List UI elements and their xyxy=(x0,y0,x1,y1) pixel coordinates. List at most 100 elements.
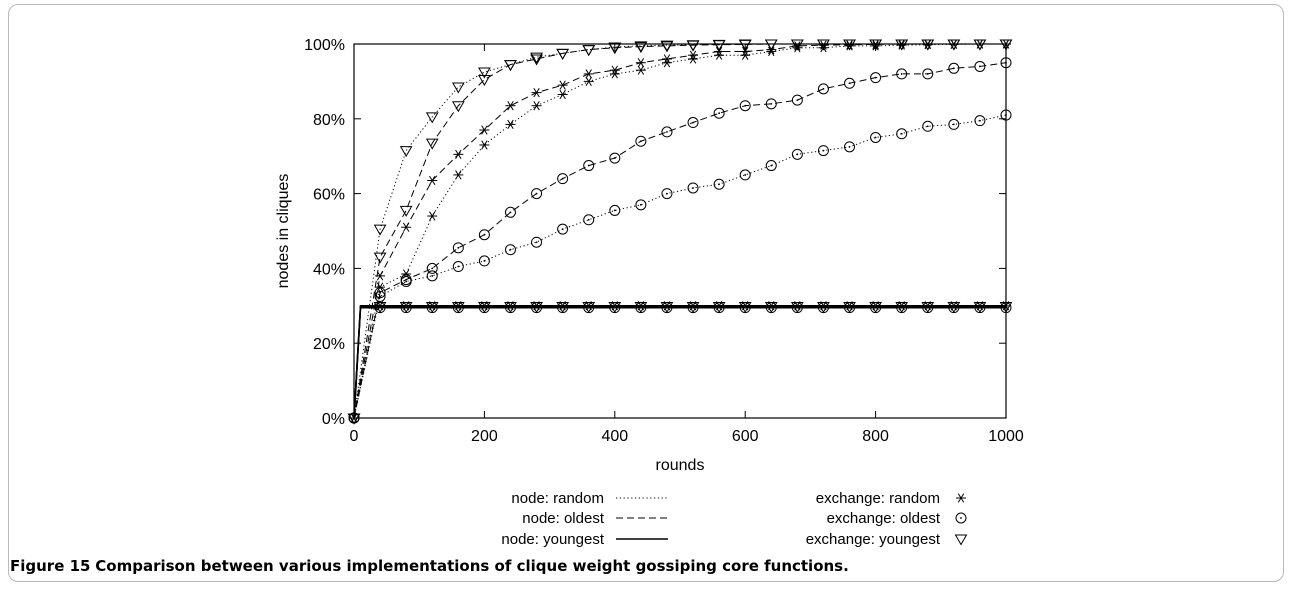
data-point-asterisk xyxy=(714,46,725,57)
data-point-circle xyxy=(531,236,543,248)
data-point-triangle-down xyxy=(921,39,935,51)
series-random-oldest xyxy=(348,109,1012,424)
figure-frame xyxy=(8,4,1284,582)
legend-label-exchange-oldest: exchange: oldest xyxy=(827,510,941,527)
y-tick-label: 40% xyxy=(313,261,345,278)
data-point-circle xyxy=(896,128,908,140)
data-point-asterisk xyxy=(505,119,516,130)
data-point-circle xyxy=(400,274,412,286)
data-point-triangle-down xyxy=(478,67,491,79)
data-point-circle xyxy=(974,115,986,127)
data-point-triangle-down xyxy=(556,48,570,60)
legend-marker-triangle-down xyxy=(954,534,968,546)
data-point-triangle-down xyxy=(973,39,987,51)
data-point-triangle-down xyxy=(556,48,570,60)
y-tick-label: 100% xyxy=(304,37,345,54)
legend-label-node-youngest: node: youngest xyxy=(501,531,604,548)
data-point-triangle-down xyxy=(686,302,700,314)
data-point-asterisk xyxy=(740,50,751,60)
data-point-triangle-down xyxy=(399,302,413,314)
data-point-asterisk xyxy=(401,222,412,232)
data-point-triangle-down xyxy=(764,302,778,314)
data-point-triangle-down xyxy=(478,302,491,314)
data-point-circle xyxy=(948,62,960,74)
data-point-circle xyxy=(661,126,673,138)
data-point-triangle-down xyxy=(504,60,517,72)
data-point-asterisk xyxy=(427,211,438,221)
line-chart: 0 200 400 600 800 1000 0% 20% 40% 60% 80% 100% roun… xyxy=(275,37,1024,548)
data-point-circle xyxy=(896,68,908,80)
data-point-triangle-down xyxy=(504,60,517,72)
data-point-circle xyxy=(635,135,647,147)
plot-area-frame xyxy=(353,43,1007,419)
series-group xyxy=(347,39,1013,425)
data-point-circle xyxy=(426,270,438,282)
data-point-circle xyxy=(504,206,516,218)
data-point-triangle-down xyxy=(738,302,752,314)
data-point-circle xyxy=(791,94,803,106)
data-point-asterisk xyxy=(557,89,568,100)
data-point-circle xyxy=(687,182,699,194)
data-point-circle xyxy=(635,199,647,211)
data-point-circle xyxy=(687,117,699,129)
data-point-triangle-down xyxy=(686,40,700,52)
data-point-circle xyxy=(922,68,934,80)
data-point-asterisk xyxy=(505,101,516,111)
data-point-asterisk xyxy=(453,170,464,180)
data-point-circle xyxy=(478,255,490,267)
data-point-asterisk xyxy=(479,125,490,135)
data-point-circle xyxy=(817,145,829,157)
data-point-triangle-down xyxy=(790,39,804,51)
data-point-circle xyxy=(844,141,856,153)
series-random-random xyxy=(349,39,1011,423)
data-point-circle xyxy=(557,173,569,185)
data-point-asterisk xyxy=(844,41,855,51)
data-point-triangle-down xyxy=(399,205,413,217)
data-point-triangle-down xyxy=(764,39,778,51)
y-tick-label: 80% xyxy=(313,112,345,129)
data-point-triangle-down xyxy=(947,39,961,51)
data-point-circle xyxy=(504,244,516,256)
series-line xyxy=(353,43,1006,419)
data-point-triangle-down xyxy=(790,302,804,314)
y-tick-label: 20% xyxy=(313,336,345,353)
data-point-triangle-down xyxy=(634,302,648,314)
legend-label-node-oldest: node: oldest xyxy=(522,510,605,527)
data-point-circle xyxy=(765,98,777,110)
data-point-asterisk xyxy=(688,54,699,64)
series-youngest-oldest xyxy=(348,302,1012,424)
data-point-circle xyxy=(713,107,725,119)
data-point-circle xyxy=(583,214,595,226)
data-point-triangle-down xyxy=(425,112,439,124)
data-point-triangle-down xyxy=(660,41,674,53)
x-tick-label: 800 xyxy=(862,428,889,445)
series-oldest-youngest xyxy=(347,39,1013,425)
data-point-triangle-down xyxy=(921,302,935,314)
data-point-triangle-down xyxy=(425,302,439,314)
data-point-triangle-down xyxy=(634,42,648,54)
data-point-circle xyxy=(452,242,464,254)
data-point-triangle-down xyxy=(817,39,830,51)
data-point-circle xyxy=(791,148,803,160)
data-point-circle xyxy=(870,72,882,84)
data-point-circle xyxy=(426,262,438,274)
data-point-triangle-down xyxy=(895,39,909,51)
data-point-circle xyxy=(844,77,856,89)
data-point-asterisk xyxy=(375,282,386,292)
data-point-triangle-down xyxy=(817,302,830,314)
data-point-asterisk xyxy=(818,40,829,50)
data-point-triangle-down xyxy=(530,52,543,64)
series-youngest-youngest xyxy=(347,302,1013,425)
data-point-triangle-down xyxy=(973,302,987,314)
data-point-circle xyxy=(739,100,751,112)
data-point-asterisk xyxy=(766,46,777,57)
data-point-asterisk xyxy=(583,69,594,79)
data-point-triangle-down xyxy=(999,39,1013,51)
data-point-circle xyxy=(557,223,569,235)
tick-group: 0 200 400 600 800 1000 0% 20% 40% 60% 80% 100% xyxy=(304,37,1024,445)
data-point-circle xyxy=(922,120,934,132)
data-point-triangle-down xyxy=(451,101,465,113)
data-point-triangle-down xyxy=(712,302,726,314)
data-point-triangle-down xyxy=(712,40,726,52)
x-axis-label: rounds xyxy=(656,457,705,474)
